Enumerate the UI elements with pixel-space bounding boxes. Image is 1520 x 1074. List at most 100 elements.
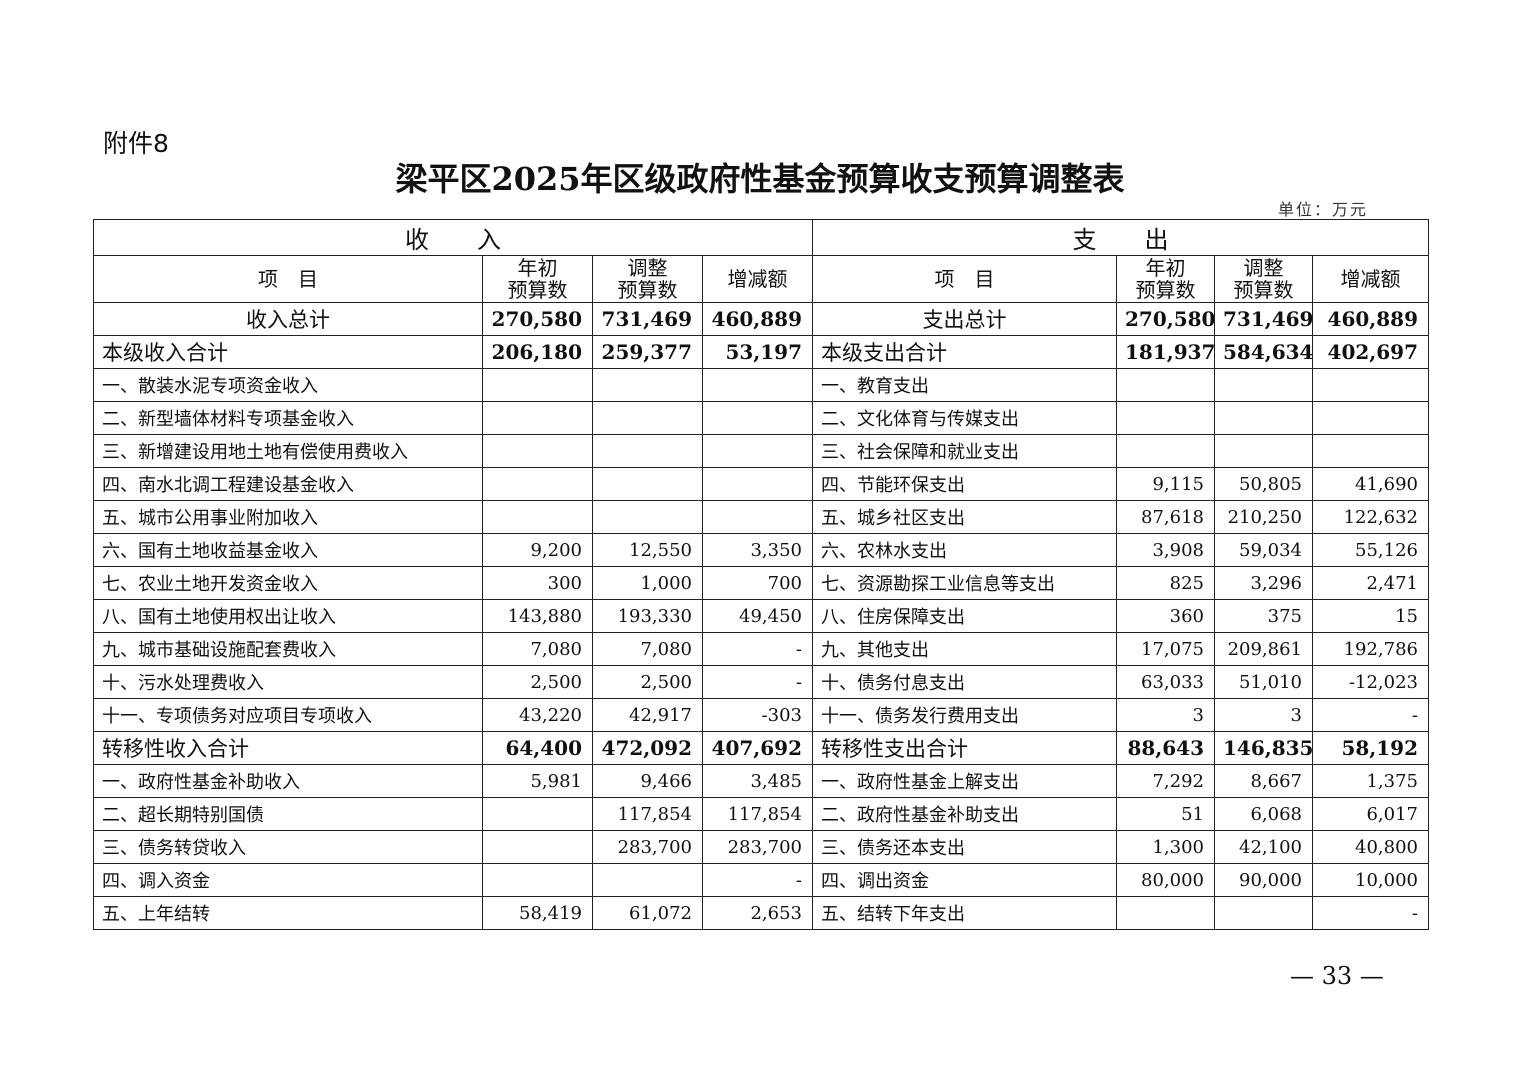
income-item-cell: 三、新增建设用地土地有偿使用费收入 [93,434,483,468]
income-initial-cell: 2,500 [482,665,593,699]
expense-initial-cell: 3 [1116,698,1215,732]
expense-adjusted-cell [1214,434,1313,468]
income-adjusted-cell: 283,700 [592,830,703,864]
expense-adjusted-cell: 210,250 [1214,500,1313,534]
expense-item-cell: 十、债务付息支出 [812,665,1117,699]
table-row: 一、散装水泥专项资金收入 一、教育支出 [93,368,1429,402]
income-change-header: 增减额 [702,255,813,303]
expense-adjusted-cell: 584,634 [1214,335,1313,369]
table-row: 本级收入合计 206,180 259,377 53,197 本级支出合计 181,937 5… [93,335,1429,369]
expense-change-cell [1312,434,1429,468]
expense-change-cell: 122,632 [1312,500,1429,534]
expense-change-cell: 55,126 [1312,533,1429,567]
income-section-header: 收 入 [93,219,813,256]
expense-adjusted-cell: 375 [1214,599,1313,633]
expense-adjusted-cell: 146,835 [1214,731,1313,765]
income-initial-cell: 206,180 [482,335,593,369]
income-initial-cell [482,863,593,897]
expense-initial-cell: 181,937 [1116,335,1215,369]
table-row: 转移性收入合计 64,400 472,092 407,692 转移性支出合计 88,643… [93,731,1429,765]
expense-item-cell: 一、教育支出 [812,368,1117,402]
expense-adjusted-cell: 90,000 [1214,863,1313,897]
expense-initial-cell [1116,434,1215,468]
expense-adjusted-cell: 6,068 [1214,797,1313,831]
income-initial-cell: 43,220 [482,698,593,732]
expense-section-header: 支 出 [812,219,1429,256]
income-initial-cell [482,467,593,501]
expense-item-cell: 四、调出资金 [812,863,1117,897]
income-item-cell: 转移性收入合计 [93,731,483,765]
income-change-cell: 49,450 [702,599,813,633]
income-adjusted-cell: 42,917 [592,698,703,732]
expense-item-cell: 支出总计 [812,302,1117,336]
table-row: 九、城市基础设施配套费收入 7,080 7,080- 九、其他支出 17,075 209,… [93,632,1429,666]
expense-adjusted-cell [1214,368,1313,402]
expense-item-cell: 三、社会保障和就业支出 [812,434,1117,468]
expense-adjusted-cell: 8,667 [1214,764,1313,798]
expense-initial-cell: 80,000 [1116,863,1215,897]
income-change-cell: 460,889 [702,302,813,336]
expense-initial-cell: 825 [1116,566,1215,600]
expense-item-header: 项 目 [812,255,1117,303]
expense-item-cell: 二、政府性基金补助支出 [812,797,1117,831]
income-item-cell: 收入总计 [93,302,483,336]
income-change-cell: 407,692 [702,731,813,765]
table-row: 一、政府性基金补助收入 5,981 9,466 3,485 一、政府性基金上解支出 7,2… [93,764,1429,798]
expense-adjusted-cell: 3 [1214,698,1313,732]
income-initial-header: 年初 预算数 [482,255,593,303]
income-item-header: 项 目 [93,255,483,303]
section-header-row: 收 入 支 出 [93,219,1429,256]
income-adjusted-cell: 117,854 [592,797,703,831]
expense-change-cell: - [1312,698,1429,732]
expense-change-header: 增减额 [1312,255,1429,303]
income-initial-cell: 5,981 [482,764,593,798]
expense-initial-cell: 7,292 [1116,764,1215,798]
expense-adjusted-cell: 3,296 [1214,566,1313,600]
income-initial-cell: 64,400 [482,731,593,765]
expense-adjusted-header: 调整 预算数 [1214,255,1313,303]
table-row: 十一、专项债务对应项目专项收入 43,220 42,917 -303 十一、债务发行费用… [93,698,1429,732]
income-item-cell: 一、散装水泥专项资金收入 [93,368,483,402]
expense-initial-cell: 3,908 [1116,533,1215,567]
table-row: 三、新增建设用地土地有偿使用费收入 三、社会保障和就业支出 [93,434,1429,468]
expense-initial-cell: 270,580 [1116,302,1215,336]
income-adjusted-cell [592,863,703,897]
income-initial-cell: 270,580 [482,302,593,336]
expense-change-cell: 1,375 [1312,764,1429,798]
income-adjusted-cell: 7,080 [592,632,703,666]
unit-label: 单位：万元 [1278,200,1369,219]
expense-change-cell: 10,000 [1312,863,1429,897]
table-row: 五、上年结转 58,419 61,072 2,653 五、结转下年支出 - [93,896,1429,930]
expense-item-cell: 八、住房保障支出 [812,599,1117,633]
expense-initial-cell [1116,896,1215,930]
income-item-cell: 本级收入合计 [93,335,483,369]
income-change-cell: 53,197 [702,335,813,369]
income-change-cell [702,500,813,534]
income-change-cell: 700 [702,566,813,600]
income-adjusted-cell: 9,466 [592,764,703,798]
expense-initial-cell: 63,033 [1116,665,1215,699]
income-initial-cell [482,500,593,534]
income-item-cell: 八、国有土地使用权出让收入 [93,599,483,633]
income-item-cell: 五、城市公用事业附加收入 [93,500,483,534]
expense-adjusted-cell: 42,100 [1214,830,1313,864]
income-adjusted-cell: 61,072 [592,896,703,930]
expense-initial-cell: 87,618 [1116,500,1215,534]
expense-initial-header: 年初 预算数 [1116,255,1215,303]
table-row: 十、污水处理费收入 2,500 2,500- 十、债务付息支出 63,033 51,010… [93,665,1429,699]
expense-item-cell: 二、文化体育与传媒支出 [812,401,1117,435]
expense-change-cell: - [1312,896,1429,930]
expense-initial-cell: 1,300 [1116,830,1215,864]
income-adjusted-header: 调整 预算数 [592,255,703,303]
income-item-cell: 一、政府性基金补助收入 [93,764,483,798]
expense-change-cell: 2,471 [1312,566,1429,600]
income-change-cell [702,467,813,501]
income-adjusted-cell: 2,500 [592,665,703,699]
expense-adjusted-cell: 59,034 [1214,533,1313,567]
income-item-cell: 四、南水北调工程建设基金收入 [93,467,483,501]
income-item-cell: 三、债务转贷收入 [93,830,483,864]
budget-table: 收 入 支 出 项 目 年初 预算数 调整 预算数 增减额 项 目 年初 预算数… [93,219,1429,930]
income-adjusted-cell [592,401,703,435]
table-row: 四、调入资金 - 四、调出资金 80,000 90,000 10,000 [93,863,1429,897]
income-adjusted-cell: 472,092 [592,731,703,765]
